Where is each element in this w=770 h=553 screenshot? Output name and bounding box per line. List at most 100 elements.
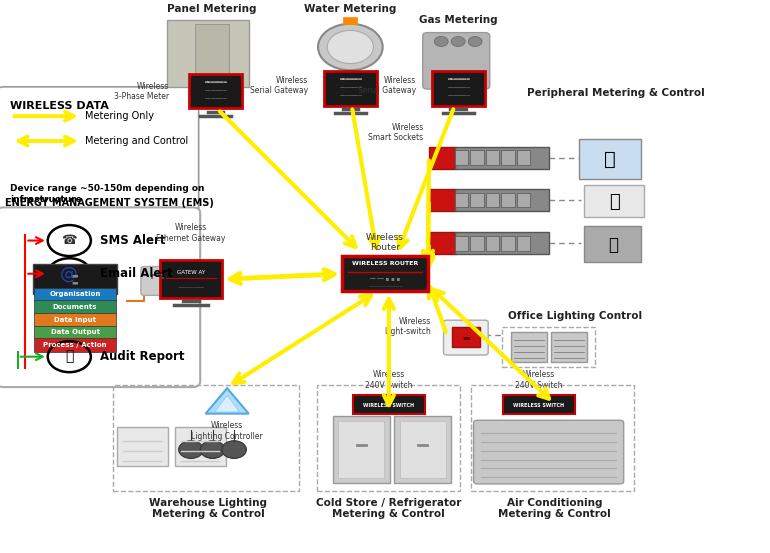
FancyBboxPatch shape: [394, 416, 451, 483]
FancyBboxPatch shape: [486, 193, 500, 207]
Text: Wireless
3-Phase Meter: Wireless 3-Phase Meter: [114, 81, 169, 101]
Text: ───────: ───────: [204, 88, 227, 94]
Circle shape: [468, 36, 482, 46]
FancyBboxPatch shape: [486, 236, 500, 251]
FancyBboxPatch shape: [551, 332, 587, 362]
Text: Wireless
Lighting Controller: Wireless Lighting Controller: [191, 421, 263, 441]
Text: Water Metering: Water Metering: [304, 4, 397, 14]
Text: Email Alert: Email Alert: [100, 267, 173, 280]
FancyBboxPatch shape: [517, 193, 531, 207]
FancyBboxPatch shape: [486, 150, 500, 165]
Text: @: @: [60, 265, 79, 283]
Circle shape: [327, 30, 373, 64]
Circle shape: [200, 441, 225, 458]
Text: Metering and Control: Metering and Control: [85, 136, 188, 146]
FancyBboxPatch shape: [0, 87, 199, 215]
FancyBboxPatch shape: [428, 147, 457, 169]
Text: Wireless
Light-switch: Wireless Light-switch: [384, 316, 431, 336]
FancyBboxPatch shape: [353, 395, 425, 414]
Circle shape: [451, 36, 465, 46]
Text: ENERGY MANAGEMENT SYSTEM (EMS): ENERGY MANAGEMENT SYSTEM (EMS): [5, 199, 214, 208]
Text: ───────: ───────: [447, 86, 470, 91]
Text: Audit Report: Audit Report: [100, 350, 185, 363]
FancyBboxPatch shape: [517, 150, 531, 165]
Text: 📠: 📠: [608, 236, 618, 254]
FancyBboxPatch shape: [141, 267, 175, 295]
Text: SMS Alert: SMS Alert: [100, 234, 166, 247]
Polygon shape: [215, 395, 239, 412]
FancyBboxPatch shape: [343, 17, 357, 24]
Text: ═══════: ═══════: [447, 77, 470, 83]
Text: Device range ~50-150m depending on
infrastructure: Device range ~50-150m depending on infra…: [10, 184, 205, 204]
FancyBboxPatch shape: [454, 236, 468, 251]
FancyBboxPatch shape: [323, 71, 377, 106]
Text: Panel Metering: Panel Metering: [167, 4, 256, 14]
FancyBboxPatch shape: [470, 193, 484, 207]
Text: WIRELESS ROUTER: WIRELESS ROUTER: [352, 261, 418, 267]
Text: ────────────: ────────────: [368, 283, 402, 289]
FancyBboxPatch shape: [452, 327, 480, 347]
FancyBboxPatch shape: [423, 33, 490, 89]
Text: ───────: ───────: [447, 94, 470, 100]
FancyBboxPatch shape: [333, 416, 390, 483]
FancyBboxPatch shape: [470, 236, 484, 251]
Text: Air Conditioning
Metering & Control: Air Conditioning Metering & Control: [498, 498, 611, 519]
FancyBboxPatch shape: [454, 193, 468, 207]
Text: Warehouse Lighting
Metering & Control: Warehouse Lighting Metering & Control: [149, 498, 267, 519]
FancyBboxPatch shape: [470, 150, 484, 165]
Text: ─────────: ─────────: [178, 284, 204, 289]
FancyBboxPatch shape: [117, 427, 168, 466]
Text: Office Lighting Control: Office Lighting Control: [508, 311, 642, 321]
Text: Wireless
Ethernet Gateway: Wireless Ethernet Gateway: [156, 223, 226, 243]
FancyBboxPatch shape: [34, 338, 116, 352]
Text: Metering Only: Metering Only: [85, 111, 154, 121]
Text: 🖨: 🖨: [609, 193, 620, 211]
FancyBboxPatch shape: [444, 320, 488, 355]
FancyBboxPatch shape: [342, 256, 428, 291]
FancyBboxPatch shape: [338, 421, 384, 478]
FancyBboxPatch shape: [160, 260, 222, 298]
FancyBboxPatch shape: [33, 264, 117, 294]
Text: Data Output: Data Output: [51, 330, 99, 335]
FancyBboxPatch shape: [584, 226, 641, 262]
FancyBboxPatch shape: [501, 236, 515, 251]
FancyBboxPatch shape: [195, 24, 229, 84]
Text: Wireless
Serial Gateway: Wireless Serial Gateway: [358, 76, 416, 96]
FancyBboxPatch shape: [431, 71, 485, 106]
Text: Wireless
Smart Sockets: Wireless Smart Sockets: [368, 123, 424, 142]
Text: ═══════: ═══════: [204, 80, 227, 86]
Text: Organisation: Organisation: [49, 291, 101, 297]
Text: Wireless
240V Switch: Wireless 240V Switch: [365, 371, 413, 390]
FancyBboxPatch shape: [454, 150, 468, 165]
Text: ── ── ▪ ▪ ▪: ── ── ▪ ▪ ▪: [370, 276, 400, 282]
Text: ───────: ───────: [339, 94, 362, 100]
FancyBboxPatch shape: [455, 147, 550, 169]
Text: Process / Action: Process / Action: [43, 342, 107, 348]
FancyBboxPatch shape: [428, 232, 457, 254]
FancyBboxPatch shape: [34, 288, 116, 301]
FancyBboxPatch shape: [175, 427, 226, 466]
Text: ▬: ▬: [462, 334, 470, 343]
FancyBboxPatch shape: [455, 189, 550, 211]
FancyBboxPatch shape: [428, 189, 457, 211]
Text: Gas Metering: Gas Metering: [419, 15, 497, 25]
FancyBboxPatch shape: [189, 74, 242, 108]
Text: Wireless
Router: Wireless Router: [366, 233, 404, 252]
FancyBboxPatch shape: [511, 332, 547, 362]
FancyBboxPatch shape: [34, 300, 116, 314]
FancyBboxPatch shape: [0, 207, 200, 387]
Text: WIRELESS SWITCH: WIRELESS SWITCH: [514, 403, 564, 408]
Text: ═══════: ═══════: [339, 77, 362, 83]
Text: 🖨: 🖨: [65, 349, 73, 364]
Text: WIRELESS SWITCH: WIRELESS SWITCH: [363, 403, 414, 408]
Text: ───────: ───────: [204, 97, 227, 102]
Text: ▬
▬: ▬ ▬: [72, 273, 79, 286]
FancyBboxPatch shape: [584, 185, 644, 217]
FancyBboxPatch shape: [167, 20, 249, 87]
Text: ☎: ☎: [62, 234, 77, 247]
Text: Peripheral Metering & Control: Peripheral Metering & Control: [527, 88, 705, 98]
Circle shape: [179, 441, 203, 458]
Circle shape: [318, 24, 383, 70]
Text: GATEW AY: GATEW AY: [177, 270, 205, 275]
FancyBboxPatch shape: [455, 232, 550, 254]
